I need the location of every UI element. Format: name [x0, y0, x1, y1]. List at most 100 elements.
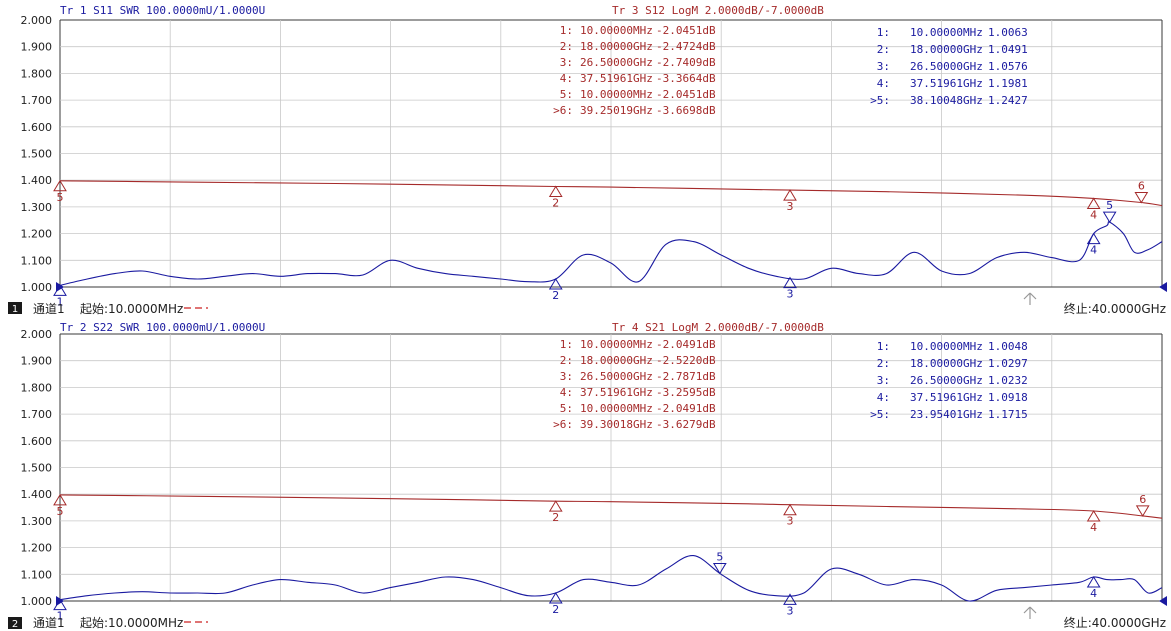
red-marker-value: -2.4724dB: [656, 40, 716, 53]
red-marker: [783, 189, 797, 201]
blue-marker-value: 1.0063: [988, 26, 1028, 39]
red-marker-index: 3:: [560, 56, 573, 69]
chart-panel-1: 2.000 1.900 1.800 1.700 1.600 1.500 1.400 1.300…: [8, 4, 1167, 316]
red-marker: [548, 185, 563, 198]
y-tick-label: 2.000: [21, 14, 53, 27]
y-tick-label: 1.200: [21, 542, 53, 555]
y-tick-label: 1.000: [21, 595, 53, 608]
red-marker: [53, 493, 67, 506]
channel-number-box[interactable]: [8, 302, 22, 314]
blue-marker-frequency: 18.00000GHz: [910, 43, 983, 56]
red-marker-frequency: 10.00000MHz: [580, 402, 653, 415]
start-frequency[interactable]: 起始:10.0000MHz: [80, 302, 183, 316]
trace-4-header: Tr 4 S21 LogM 2.0000dB/-7.0000dB: [612, 321, 824, 334]
blue-marker-frequency: 23.95401GHz: [910, 408, 983, 421]
blue-marker-frequency: 18.00000GHz: [910, 357, 983, 370]
blue-marker: [1086, 575, 1101, 588]
blue-marker-value: 1.0491: [988, 43, 1028, 56]
blue-marker-frequency: 10.00000MHz: [910, 26, 983, 39]
blue-marker: [712, 562, 727, 575]
red-marker-number: 6: [1139, 493, 1146, 506]
red-marker-index: 1:: [560, 24, 573, 37]
red-marker: [548, 500, 563, 512]
blue-marker: [783, 276, 797, 289]
blue-marker-value: 1.0297: [988, 357, 1028, 370]
blue-marker-table: 1: 10.00000MHz 1.0048 2: 18.00000GHz 1.0297 3:…: [870, 340, 1028, 421]
y-tick-label: 1.800: [21, 67, 53, 80]
blue-trace-line: [59, 555, 1163, 602]
cursor-arrow-icon: [1023, 292, 1037, 305]
red-marker-value: -2.5220dB: [656, 354, 716, 367]
blue-marker-index: 4:: [877, 391, 890, 404]
red-marker-index: >6:: [553, 418, 573, 431]
blue-marker-number: 5: [1106, 199, 1113, 212]
blue-marker-value: 1.1715: [988, 408, 1028, 421]
blue-marker-index: >5:: [870, 408, 890, 421]
red-marker-frequency: 10.00000MHz: [580, 88, 653, 101]
blue-marker-frequency: 26.50000GHz: [910, 374, 983, 387]
blue-marker-frequency: 37.51961GHz: [910, 391, 983, 404]
red-marker-index: 2:: [560, 40, 573, 53]
blue-marker-value: 1.0918: [988, 391, 1028, 404]
red-marker-value: -2.7871dB: [656, 370, 716, 383]
y-tick-label: 1.100: [21, 254, 53, 267]
channel-number-box[interactable]: [8, 617, 22, 629]
red-marker-number: 3: [786, 515, 793, 528]
stop-frequency[interactable]: 终止:40.0000GHz: [1064, 301, 1166, 316]
red-marker: [1086, 197, 1101, 209]
red-marker-index: 1:: [560, 338, 573, 351]
y-tick-label: 1.300: [21, 201, 53, 214]
channel-label[interactable]: 通道1: [33, 616, 65, 630]
red-marker-frequency: 18.00000GHz: [580, 354, 653, 367]
red-marker-number: 2: [552, 511, 559, 524]
traces: [59, 494, 1163, 602]
blue-marker: [548, 278, 563, 290]
start-frequency[interactable]: 起始:10.0000MHz: [80, 616, 183, 630]
blue-marker-value: 1.0048: [988, 340, 1028, 353]
blue-marker: [783, 593, 797, 605]
blue-marker-index: 2:: [877, 357, 890, 370]
blue-marker-number: 1: [57, 610, 64, 623]
y-axis: 2.000 1.900 1.800 1.700 1.600 1.500 1.400 1.300…: [21, 14, 53, 294]
stop-frequency[interactable]: 终止:40.0000GHz: [1064, 615, 1166, 630]
blue-marker-frequency: 26.50000GHz: [910, 60, 983, 73]
y-tick-label: 1.400: [21, 488, 53, 501]
y-axis: 2.000 1.900 1.800 1.700 1.600 1.500 1.400 1.300…: [21, 328, 53, 608]
red-marker-index: 5:: [560, 402, 573, 415]
blue-marker-value: 1.2427: [988, 94, 1028, 107]
red-marker-frequency: 37.51961GHz: [580, 72, 653, 85]
red-trace-line: [59, 494, 1163, 519]
red-marker: [53, 179, 67, 192]
red-marker-index: 2:: [560, 354, 573, 367]
blue-marker-index: 2:: [877, 43, 890, 56]
red-marker-value: -2.0451dB: [656, 24, 716, 37]
red-marker-frequency: 37.51961GHz: [580, 386, 653, 399]
blue-trace-line: [59, 221, 1163, 286]
cursor-arrow-icon: [1023, 606, 1037, 619]
blue-marker-value: 1.0576: [988, 60, 1028, 73]
red-marker-frequency: 39.30018GHz: [580, 418, 653, 431]
reference-right-arrow: [1159, 596, 1167, 606]
blue-marker-value: 1.1981: [988, 77, 1028, 90]
channel-footer: 1 通道1 起始:10.0000MHz 终止:40.0000GHz: [8, 292, 1166, 316]
red-marker-number: 5: [57, 505, 64, 518]
red-marker-index: 4:: [560, 72, 573, 85]
red-marker: [783, 503, 797, 516]
channel-label[interactable]: 通道1: [33, 302, 65, 316]
blue-marker-index: 3:: [877, 374, 890, 387]
blue-marker-number: 4: [1090, 587, 1097, 600]
red-marker-value: -3.6279dB: [656, 418, 716, 431]
reference-right-arrow: [1159, 282, 1167, 292]
red-marker-frequency: 26.50000GHz: [580, 56, 653, 69]
blue-marker-value: 1.0232: [988, 374, 1028, 387]
y-tick-label: 1.400: [21, 174, 53, 187]
blue-marker-frequency: 10.00000MHz: [910, 340, 983, 353]
reference-left-arrow: [56, 596, 64, 606]
y-tick-label: 1.600: [21, 121, 53, 134]
blue-marker-number: 2: [552, 603, 559, 616]
y-tick-label: 1.000: [21, 281, 53, 294]
